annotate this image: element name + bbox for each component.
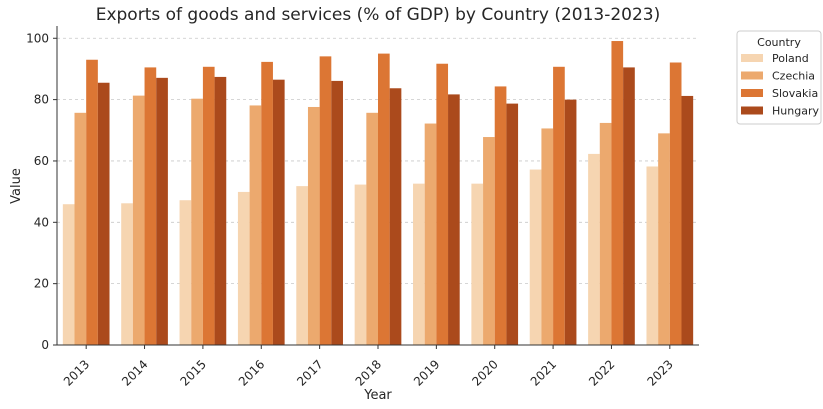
bar — [156, 77, 168, 346]
legend-label: Czechia — [772, 70, 815, 83]
bar — [62, 204, 75, 345]
bar — [179, 200, 192, 345]
bar — [191, 98, 203, 345]
bars-group — [62, 41, 694, 346]
bar — [553, 66, 565, 345]
bar — [74, 112, 87, 345]
bar — [319, 56, 332, 346]
legend-label: Slovakia — [772, 87, 818, 100]
x-tick-label: 2013 — [61, 357, 92, 388]
bar — [658, 133, 670, 345]
y-tick-label: 60 — [34, 154, 49, 168]
legend-swatch — [741, 89, 763, 97]
x-tick-label: 2017 — [294, 357, 325, 388]
bar — [529, 169, 542, 345]
bar — [564, 99, 577, 345]
bar — [272, 79, 285, 345]
bar — [611, 41, 624, 345]
x-tick-label: 2020 — [469, 357, 500, 388]
bar — [132, 95, 145, 345]
bar — [541, 128, 554, 345]
y-axis-label: Value — [9, 168, 24, 204]
bar — [424, 123, 437, 346]
bar — [331, 80, 343, 345]
x-tick-label: 2021 — [528, 357, 559, 388]
bar — [681, 95, 694, 345]
bar — [249, 105, 262, 345]
bar — [599, 122, 612, 345]
bar — [237, 191, 250, 345]
bar — [296, 186, 308, 345]
legend-items: Poland Czechia Slovakia Hungary — [741, 52, 819, 118]
x-ticks: 2013 2014 2015 2016 2017 2018 2019 2020 2021 2022… — [61, 345, 676, 389]
legend-swatch — [741, 54, 763, 62]
bar — [307, 106, 320, 345]
legend-label: Poland — [772, 52, 809, 65]
x-tick-label: 2018 — [353, 357, 384, 388]
x-axis-label: Year — [363, 388, 392, 403]
bar — [623, 67, 635, 345]
bar — [121, 203, 133, 345]
legend-swatch — [741, 71, 763, 80]
bar — [436, 63, 449, 346]
legend-title: Country — [757, 36, 801, 49]
bar — [588, 153, 600, 345]
bar — [144, 67, 157, 345]
y-ticks: 0 20 40 60 80 100 — [26, 31, 57, 352]
y-tick-label: 20 — [34, 277, 49, 291]
y-tick-label: 0 — [41, 338, 49, 352]
bar — [646, 166, 659, 345]
bar — [471, 183, 484, 345]
y-tick-label: 40 — [34, 215, 49, 229]
x-tick-label: 2022 — [586, 357, 617, 388]
bar — [261, 61, 273, 345]
bar — [669, 62, 682, 345]
legend-label: Hungary — [772, 105, 819, 118]
bar — [389, 88, 402, 345]
y-tick-label: 80 — [34, 93, 49, 107]
x-tick-label: 2015 — [178, 357, 209, 388]
bar — [413, 183, 425, 345]
bar — [506, 103, 519, 346]
x-tick-label: 2014 — [119, 357, 150, 388]
x-tick-label: 2023 — [644, 357, 675, 388]
x-tick-label: 2019 — [411, 357, 442, 388]
bar — [483, 137, 495, 345]
bar — [366, 112, 378, 345]
bar — [494, 86, 507, 345]
bar — [378, 53, 390, 345]
bar — [354, 184, 367, 345]
bar — [202, 66, 215, 345]
bar — [214, 76, 227, 346]
legend-swatch — [741, 106, 763, 115]
bar — [86, 59, 98, 345]
legend: Country Poland Czechia Slovakia Hungary — [736, 30, 822, 125]
y-tick-label: 100 — [26, 31, 49, 45]
chart-title: Exports of goods and services (% of GDP)… — [96, 5, 661, 25]
bar — [97, 82, 110, 346]
bar — [448, 94, 460, 345]
x-tick-label: 2016 — [236, 357, 267, 388]
